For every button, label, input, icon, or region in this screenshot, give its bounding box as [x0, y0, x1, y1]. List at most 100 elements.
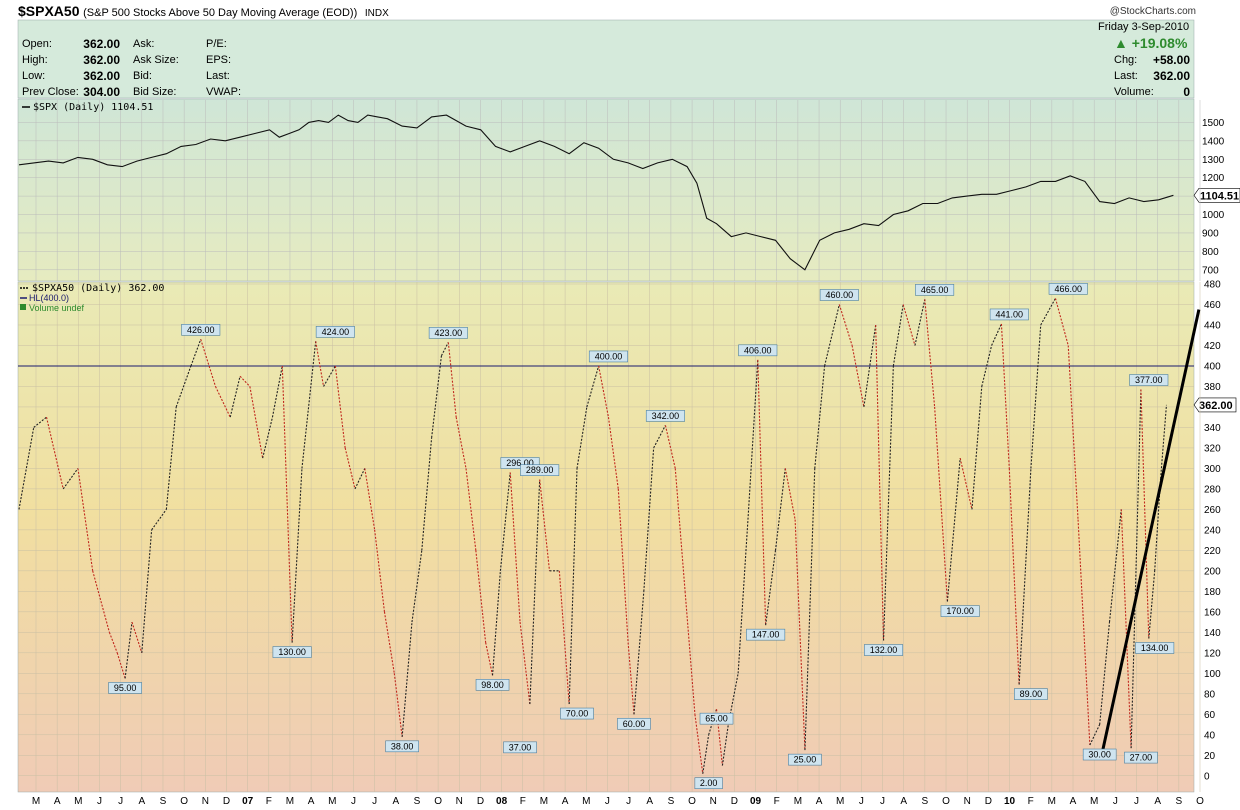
last-value-label: 362.00: [1199, 400, 1233, 412]
spxa50-segment: [315, 341, 325, 387]
quote-label: Ask Size:: [133, 54, 179, 66]
value-annotation: 170.00: [940, 605, 980, 617]
annotation-box: [1082, 748, 1117, 761]
price-panel-bg: [17, 98, 1195, 282]
spxa50-segment: [249, 386, 264, 459]
quote-value: 362.00: [83, 69, 120, 83]
x-tick-label: O: [434, 796, 442, 807]
spxa50-segment: [684, 591, 696, 715]
y-tick-label: 140: [1204, 628, 1221, 639]
value-annotation: 38.00: [385, 740, 419, 753]
y-tick-label: 320: [1204, 443, 1221, 454]
spxa50-legend: $SPXA50 (Daily) 362.00: [32, 283, 164, 294]
x-tick-label: O: [1196, 796, 1204, 807]
annotation-box: [272, 646, 312, 658]
spxa50-segment: [991, 323, 1002, 346]
stockcharts-credit[interactable]: @StockCharts.com: [1109, 6, 1196, 17]
quote-panel-bg: [17, 19, 1195, 99]
x-tick-label: S: [160, 796, 167, 807]
trend-line: [1100, 309, 1201, 756]
spxa50-segment: [1160, 404, 1168, 479]
spxa50-segment: [539, 479, 551, 571]
spxa50-segment: [45, 417, 64, 490]
x-tick-label: M: [1048, 796, 1056, 807]
annotation-box: [699, 712, 734, 725]
spxa50-segment: [702, 734, 710, 774]
spxa50-segment: [1108, 509, 1122, 623]
value-annotation: 426.00: [181, 324, 221, 336]
spxa50-segment: [1077, 519, 1091, 746]
spxa50-segment: [934, 406, 948, 602]
x-tick-label: F: [520, 796, 526, 807]
y-tick-label: 60: [1204, 710, 1216, 721]
x-tick-label: S: [414, 796, 421, 807]
annotation-label: 60.00: [623, 719, 646, 729]
y-tick-label: 800: [1202, 247, 1219, 258]
value-annotation: 296.00: [500, 457, 540, 469]
y-tick-label: 1400: [1202, 136, 1225, 147]
spxa50-segment: [229, 376, 241, 418]
annotation-box: [617, 717, 651, 730]
last-value-box: [1193, 397, 1237, 413]
spxa50-segment: [747, 359, 759, 520]
spxa50-segment: [1030, 324, 1042, 469]
spxa50-segment: [271, 365, 283, 418]
x-tick-label: J: [859, 796, 864, 807]
annotation-box: [788, 753, 822, 766]
spxa50-segment: [971, 386, 983, 510]
spxa50-segment: [124, 622, 133, 679]
annotation-box: [915, 284, 955, 296]
spxa50-segment: [344, 447, 356, 490]
spxa50-segment: [499, 472, 511, 571]
spxa50-segment: [1148, 570, 1156, 639]
quote-value: +58.00: [1152, 53, 1190, 67]
annotation-label: 342.00: [652, 411, 680, 421]
annotation-box: [1014, 688, 1048, 700]
annotation-label: 400.00: [595, 351, 623, 361]
x-tick-label: A: [1154, 796, 1161, 807]
annotation-box: [315, 326, 355, 338]
spxa50-segment: [598, 365, 609, 418]
spxa50-segment: [62, 468, 79, 490]
x-tick-label: A: [816, 796, 823, 807]
x-tick-label: A: [138, 796, 145, 807]
x-tick-label: 07: [242, 796, 254, 807]
quote-label: Open:: [22, 38, 52, 50]
spxa50-segment: [509, 472, 521, 623]
annotation-label: 132.00: [870, 645, 898, 655]
spxa50-segment: [165, 406, 177, 510]
annotation-box: [645, 410, 685, 422]
y-tick-label: 440: [1204, 320, 1221, 331]
last-value-tag: 362.00: [1193, 397, 1237, 413]
x-tick-label: F: [774, 796, 780, 807]
annotation-box: [989, 308, 1029, 321]
x-tick-label: J: [372, 796, 377, 807]
x-tick-label: M: [32, 796, 40, 807]
chart-header: $SPXA50 (S&P 500 Stocks Above 50 Day Mov…: [18, 3, 389, 19]
quote-value: 362.00: [1153, 69, 1190, 83]
spxa50-segment: [643, 447, 655, 592]
y-tick-label: 900: [1202, 228, 1219, 239]
annotation-label: 426.00: [187, 325, 215, 335]
annotation-label: 147.00: [752, 630, 780, 640]
annotation-box: [108, 682, 142, 694]
x-tick-label: A: [392, 796, 399, 807]
spxa50-segment: [607, 417, 619, 489]
y-tick-label: 240: [1204, 525, 1221, 536]
annotation-box: [694, 777, 723, 790]
y-tick-label: 20: [1204, 751, 1216, 762]
annotation-label: 95.00: [114, 683, 137, 693]
x-tick-label: A: [1070, 796, 1077, 807]
x-tick-label: F: [1028, 796, 1034, 807]
annotation-box: [738, 344, 778, 357]
y-tick-label: 120: [1204, 648, 1221, 659]
annotation-box: [428, 327, 468, 339]
x-tick-label: O: [180, 796, 188, 807]
y-tick-label: 40: [1204, 730, 1216, 741]
spxa50-segment: [1008, 468, 1020, 685]
value-annotation: 70.00: [560, 707, 594, 720]
spxa50-segment: [838, 304, 853, 346]
legend-swatch: [20, 304, 26, 310]
value-annotation: 60.00: [617, 717, 651, 730]
y-tick-label: 380: [1204, 382, 1221, 393]
